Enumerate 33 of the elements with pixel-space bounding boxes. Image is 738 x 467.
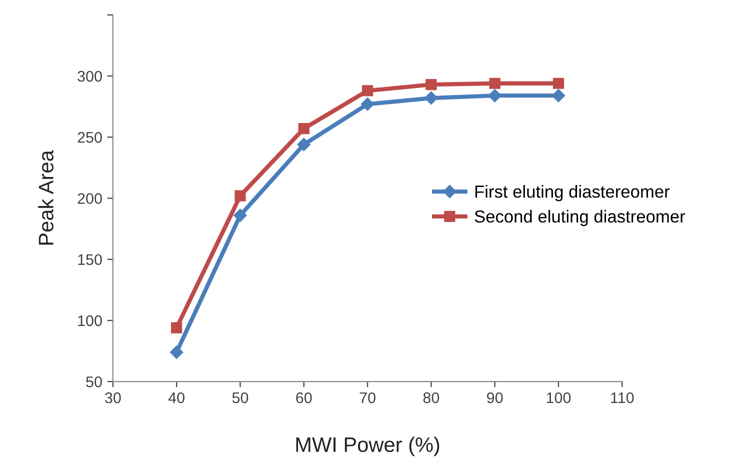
point [489, 78, 500, 89]
x-tick-label: 80 [423, 392, 440, 404]
point [552, 89, 566, 102]
point [171, 322, 182, 334]
y-tick-label: 100 [78, 315, 102, 326]
point [170, 346, 184, 359]
x-axis-title: MWI Power (%) [296, 436, 440, 456]
point [426, 79, 437, 90]
point [298, 123, 310, 134]
x-tick-label: 100 [546, 392, 571, 404]
point [362, 85, 374, 96]
y-tick-label: 300 [78, 70, 102, 82]
legend-label: Second eluting diastreomer [474, 210, 686, 226]
point [297, 138, 310, 152]
x-tick-label: 110 [611, 392, 634, 404]
legend-label: First eluting diastereomer [475, 185, 670, 202]
x-tick-label: 40 [168, 392, 184, 404]
x-tick-label: 30 [105, 392, 121, 404]
x-tick-label: 50 [232, 392, 248, 404]
y-tick-label: 150 [78, 254, 102, 266]
y-axis-title: Peak Area [38, 150, 54, 245]
y-tick-label: 200 [78, 193, 102, 204]
x-tick-label: 60 [296, 392, 312, 404]
point [552, 78, 564, 89]
x-tick-label: 70 [360, 392, 376, 404]
point [234, 190, 246, 202]
point [424, 91, 438, 105]
point [360, 98, 374, 111]
y-tick-label: 250 [78, 132, 102, 143]
x-tick-label: 90 [487, 392, 503, 404]
point [234, 208, 247, 222]
y-tick-label: 50 [86, 376, 102, 388]
point [488, 89, 502, 102]
